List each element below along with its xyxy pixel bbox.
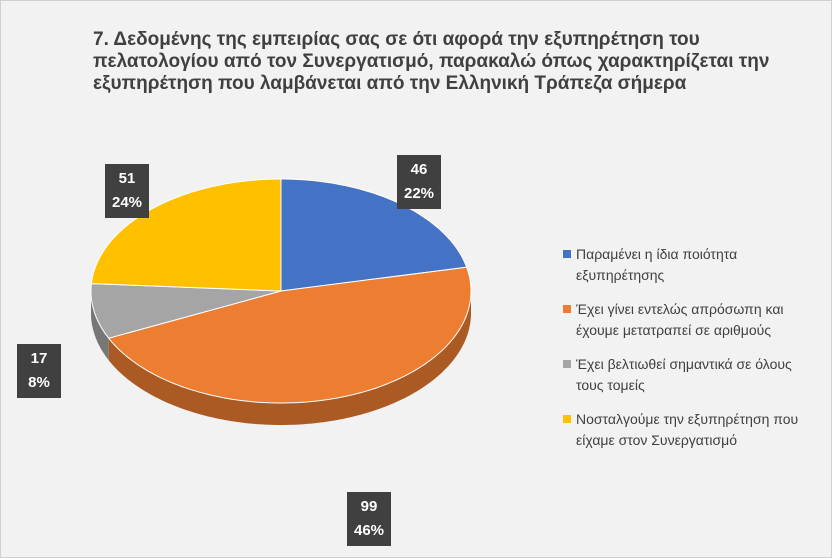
data-label: 24%: [112, 194, 142, 211]
legend-swatch: [563, 360, 571, 368]
slice: [90, 283, 282, 339]
legend-swatch: [563, 305, 571, 313]
chart-title: 7. Δεδομένης της εμπειρίας σας σε ότι αφ…: [93, 29, 770, 94]
legend-item: Νοσταλγούμε την εξυπηρέτηση που είχαμε σ…: [563, 409, 818, 451]
slice: [90, 178, 282, 292]
data-label: 99: [361, 498, 378, 515]
legend-label: Έχει γίνει εντελώς απρόσωπη και έχουμε μ…: [576, 301, 784, 338]
data-label: 46%: [354, 522, 384, 539]
legend-swatch: [563, 415, 571, 423]
data-label: 17: [31, 350, 48, 367]
legend: Παραμένει η ίδια ποιότητα εξυπηρέτησης Έχ…: [563, 244, 818, 464]
legend-label: Νοσταλγούμε την εξυπηρέτηση που είχαμε σ…: [576, 411, 799, 448]
data-label: 8%: [28, 374, 50, 391]
legend-label: Έχει βελτιωθεί σημαντικά σε όλους τους τ…: [576, 356, 792, 393]
data-label-box: [17, 344, 61, 398]
legend-swatch: [563, 250, 571, 258]
data-label: 46: [411, 161, 428, 178]
data-label-box: [397, 155, 441, 209]
legend-label: Παραμένει η ίδια ποιότητα εξυπηρέτησης: [576, 246, 738, 283]
legend-item: Έχει βελτιωθεί σημαντικά σε όλους τους τ…: [563, 354, 818, 396]
data-label-box: [347, 492, 391, 546]
data-label: 51: [119, 170, 136, 187]
data-label: 22%: [404, 185, 434, 202]
slice-side: [108, 291, 471, 425]
data-label-box: [105, 164, 149, 218]
legend-item: Έχει γίνει εντελώς απρόσωπη και έχουμε μ…: [563, 299, 818, 341]
slice: [107, 266, 472, 404]
legend-item: Παραμένει η ίδια ποιότητα εξυπηρέτησης: [563, 244, 818, 286]
